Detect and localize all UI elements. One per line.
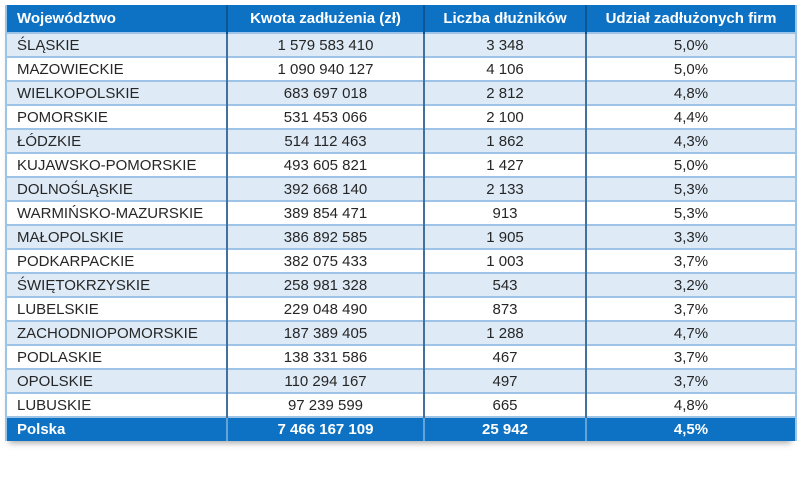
cell-debtors: 4 106 bbox=[423, 56, 586, 81]
table-row: PODKARPACKIE 382 075 433 1 003 3,7% bbox=[5, 248, 797, 273]
cell-amount: 138 331 586 bbox=[226, 344, 424, 369]
cell-amount: 531 453 066 bbox=[226, 104, 424, 129]
cell-debtors: 1 905 bbox=[423, 224, 586, 249]
cell-share: 5,3% bbox=[585, 200, 797, 225]
debt-table: Województwo Kwota zadłużenia (zł) Liczba… bbox=[5, 5, 797, 441]
cell-share: 3,3% bbox=[585, 224, 797, 249]
cell-share: 4,8% bbox=[585, 392, 797, 417]
cell-debtors: 2 133 bbox=[423, 176, 586, 201]
cell-debtors: 2 812 bbox=[423, 80, 586, 105]
cell-share: 4,3% bbox=[585, 128, 797, 153]
cell-debtors: 913 bbox=[423, 200, 586, 225]
cell-share: 5,0% bbox=[585, 56, 797, 81]
cell-debtors: 497 bbox=[423, 368, 586, 393]
table-row: ZACHODNIOPOMORSKIE 187 389 405 1 288 4,7… bbox=[5, 320, 797, 345]
cell-voivodeship: MAŁOPOLSKIE bbox=[5, 224, 227, 249]
cell-share: 3,7% bbox=[585, 296, 797, 321]
total-amount: 7 466 167 109 bbox=[226, 416, 424, 441]
cell-debtors: 543 bbox=[423, 272, 586, 297]
cell-voivodeship: PODKARPACKIE bbox=[5, 248, 227, 273]
total-label: Polska bbox=[5, 416, 227, 441]
col-header-debtor-count: Liczba dłużników bbox=[423, 5, 586, 33]
table-row: WARMIŃSKO-MAZURSKIE 389 854 471 913 5,3% bbox=[5, 200, 797, 225]
col-header-debt-amount: Kwota zadłużenia (zł) bbox=[226, 5, 424, 33]
cell-share: 3,7% bbox=[585, 344, 797, 369]
cell-voivodeship: DOLNOŚLĄSKIE bbox=[5, 176, 227, 201]
table-body: ŚLĄSKIE 1 579 583 410 3 348 5,0% MAZOWIE… bbox=[5, 32, 797, 417]
cell-share: 5,0% bbox=[585, 32, 797, 57]
cell-debtors: 665 bbox=[423, 392, 586, 417]
total-debtors: 25 942 bbox=[423, 416, 586, 441]
cell-amount: 110 294 167 bbox=[226, 368, 424, 393]
cell-share: 3,7% bbox=[585, 248, 797, 273]
table-row: MAZOWIECKIE 1 090 940 127 4 106 5,0% bbox=[5, 56, 797, 81]
cell-share: 3,7% bbox=[585, 368, 797, 393]
table-header: Województwo Kwota zadłużenia (zł) Liczba… bbox=[5, 5, 797, 33]
table-row: OPOLSKIE 110 294 167 497 3,7% bbox=[5, 368, 797, 393]
table-row: POMORSKIE 531 453 066 2 100 4,4% bbox=[5, 104, 797, 129]
cell-share: 5,0% bbox=[585, 152, 797, 177]
col-header-voivodeship: Województwo bbox=[5, 5, 227, 33]
cell-voivodeship: ŚLĄSKIE bbox=[5, 32, 227, 57]
table-row: WIELKOPOLSKIE 683 697 018 2 812 4,8% bbox=[5, 80, 797, 105]
cell-debtors: 1 427 bbox=[423, 152, 586, 177]
cell-share: 3,2% bbox=[585, 272, 797, 297]
cell-amount: 382 075 433 bbox=[226, 248, 424, 273]
cell-debtors: 873 bbox=[423, 296, 586, 321]
header-row: Województwo Kwota zadłużenia (zł) Liczba… bbox=[5, 5, 797, 33]
table-row: ŁÓDZKIE 514 112 463 1 862 4,3% bbox=[5, 128, 797, 153]
total-share: 4,5% bbox=[585, 416, 797, 441]
table-footer: Polska 7 466 167 109 25 942 4,5% bbox=[5, 416, 797, 441]
cell-debtors: 1 862 bbox=[423, 128, 586, 153]
cell-voivodeship: LUBELSKIE bbox=[5, 296, 227, 321]
cell-amount: 392 668 140 bbox=[226, 176, 424, 201]
total-row: Polska 7 466 167 109 25 942 4,5% bbox=[5, 416, 797, 441]
debt-table-container: Województwo Kwota zadłużenia (zł) Liczba… bbox=[5, 5, 797, 441]
cell-debtors: 1 003 bbox=[423, 248, 586, 273]
cell-amount: 683 697 018 bbox=[226, 80, 424, 105]
cell-share: 5,3% bbox=[585, 176, 797, 201]
cell-amount: 1 090 940 127 bbox=[226, 56, 424, 81]
cell-voivodeship: ŚWIĘTOKRZYSKIE bbox=[5, 272, 227, 297]
cell-debtors: 2 100 bbox=[423, 104, 586, 129]
cell-voivodeship: OPOLSKIE bbox=[5, 368, 227, 393]
cell-voivodeship: LUBUSKIE bbox=[5, 392, 227, 417]
cell-amount: 514 112 463 bbox=[226, 128, 424, 153]
cell-amount: 386 892 585 bbox=[226, 224, 424, 249]
table-row: MAŁOPOLSKIE 386 892 585 1 905 3,3% bbox=[5, 224, 797, 249]
table-row: ŚLĄSKIE 1 579 583 410 3 348 5,0% bbox=[5, 32, 797, 57]
cell-voivodeship: WIELKOPOLSKIE bbox=[5, 80, 227, 105]
table-row: PODLASKIE 138 331 586 467 3,7% bbox=[5, 344, 797, 369]
table-row: LUBELSKIE 229 048 490 873 3,7% bbox=[5, 296, 797, 321]
cell-amount: 389 854 471 bbox=[226, 200, 424, 225]
cell-voivodeship: ŁÓDZKIE bbox=[5, 128, 227, 153]
cell-amount: 97 239 599 bbox=[226, 392, 424, 417]
cell-voivodeship: ZACHODNIOPOMORSKIE bbox=[5, 320, 227, 345]
cell-voivodeship: KUJAWSKO-POMORSKIE bbox=[5, 152, 227, 177]
table-row: LUBUSKIE 97 239 599 665 4,8% bbox=[5, 392, 797, 417]
table-row: DOLNOŚLĄSKIE 392 668 140 2 133 5,3% bbox=[5, 176, 797, 201]
cell-voivodeship: MAZOWIECKIE bbox=[5, 56, 227, 81]
col-header-indebted-share: Udział zadłużonych firm bbox=[585, 5, 797, 33]
cell-amount: 493 605 821 bbox=[226, 152, 424, 177]
cell-debtors: 3 348 bbox=[423, 32, 586, 57]
cell-share: 4,7% bbox=[585, 320, 797, 345]
cell-voivodeship: PODLASKIE bbox=[5, 344, 227, 369]
table-row: KUJAWSKO-POMORSKIE 493 605 821 1 427 5,0… bbox=[5, 152, 797, 177]
cell-debtors: 467 bbox=[423, 344, 586, 369]
cell-share: 4,4% bbox=[585, 104, 797, 129]
table-row: ŚWIĘTOKRZYSKIE 258 981 328 543 3,2% bbox=[5, 272, 797, 297]
cell-amount: 229 048 490 bbox=[226, 296, 424, 321]
cell-amount: 1 579 583 410 bbox=[226, 32, 424, 57]
cell-share: 4,8% bbox=[585, 80, 797, 105]
cell-debtors: 1 288 bbox=[423, 320, 586, 345]
cell-voivodeship: WARMIŃSKO-MAZURSKIE bbox=[5, 200, 227, 225]
cell-voivodeship: POMORSKIE bbox=[5, 104, 227, 129]
cell-amount: 187 389 405 bbox=[226, 320, 424, 345]
cell-amount: 258 981 328 bbox=[226, 272, 424, 297]
